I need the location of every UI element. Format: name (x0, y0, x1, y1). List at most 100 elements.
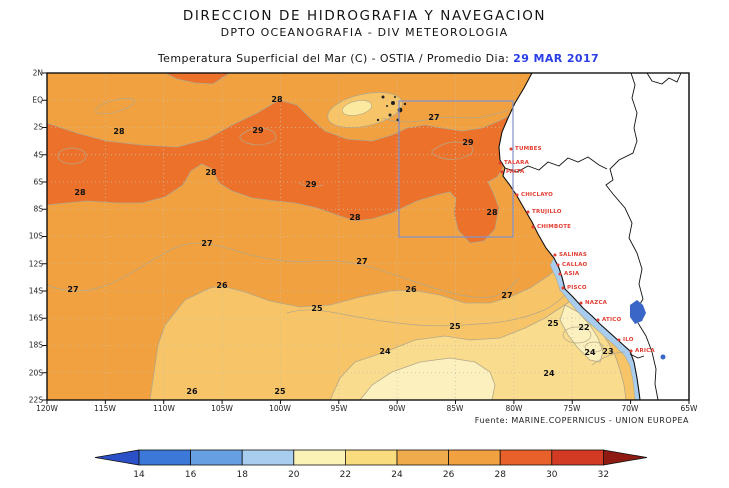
dept-title: DPTO OCEANOGRAFIA - DIV METEOROLOGIA (220, 26, 509, 39)
city-marker (531, 225, 535, 229)
lon-axis-label: 115W (94, 404, 116, 413)
lat-axis-label: 20S (28, 368, 43, 378)
contour-label: 22 (578, 323, 590, 332)
contour-27-north (381, 109, 510, 123)
lat-axis-label: 12S (28, 259, 43, 269)
city-marker (629, 349, 633, 353)
contour-27-south (46, 242, 520, 298)
city-marker (500, 170, 504, 174)
city-marker (526, 210, 530, 214)
contour-label: 29 (252, 126, 264, 135)
contour-label: 23 (602, 347, 614, 356)
city-label: ILO (623, 337, 634, 343)
contour-lines (46, 97, 626, 366)
contour-23-line (591, 351, 626, 366)
lon-axis-label: 75W (563, 404, 581, 413)
lat-axis-label: 14S (28, 286, 43, 296)
city-label: TRUJILLO (532, 209, 562, 215)
city-label: CHIMBOTE (537, 224, 572, 230)
contour-ring-se-b (584, 341, 604, 353)
contour-29-loop-east (431, 141, 474, 160)
border-bolivia-chile (637, 322, 659, 401)
grid-lines (47, 73, 689, 400)
city-label: CHICLAYO (521, 192, 554, 198)
contour-label: 25 (274, 387, 286, 396)
contour-label: 27 (201, 239, 213, 248)
org-title: DIRECCION DE HIDROGRAFIA Y NAVEGACION (182, 8, 547, 24)
lon-axis-label: 100W (269, 404, 291, 413)
contour-label: 29 (305, 180, 317, 189)
colorbar-right-arrow (603, 449, 648, 466)
contour-label: 28 (271, 95, 283, 104)
lat-axis-label: 8S (33, 204, 43, 214)
map-subtitle: Temperatura Superficial del Mar (C) - OS… (0, 52, 729, 65)
contour-label: 27 (67, 285, 79, 294)
lake-poopo (660, 354, 666, 360)
contour-label: 24 (543, 369, 555, 378)
lat-axis-label: 16S (28, 313, 43, 323)
lon-axis-label: 90W (388, 404, 406, 413)
colorbar-tick: 18 (236, 470, 248, 480)
colorbar-tick: 20 (288, 470, 300, 480)
lat-axis-label: EQ (32, 95, 43, 105)
contour-ring-se-a (562, 326, 592, 344)
city-label: PISCO (567, 285, 587, 291)
colorbar-tick: 22 (340, 470, 351, 480)
contour-loop-west-edge (57, 147, 87, 165)
colorbar-ticks: 14 16 18 20 22 24 26 28 30 32 (133, 470, 609, 480)
lake-titicaca (630, 300, 646, 324)
city-marker (498, 161, 502, 165)
city-label: CALLAO (562, 262, 588, 268)
colorbar-tick: 32 (598, 470, 609, 480)
city-label: NAZCA (585, 300, 608, 306)
contour-29-loop-west (239, 127, 277, 146)
lon-axis-label: 110W (153, 404, 175, 413)
lat-axis-label: 22S (28, 395, 43, 405)
contour-label: 27 (501, 291, 513, 300)
source-credit: Fuente: MARINE.COPERNICUS - UNION EUROPE… (474, 416, 689, 425)
colorbar-tick: 30 (546, 470, 558, 480)
contour-25-line (286, 294, 566, 327)
lat-axis-label: 2S (33, 122, 43, 132)
lat-axis-label: 6S (33, 177, 43, 187)
city-label: SALINAS (559, 252, 587, 258)
map-frame (46, 72, 690, 401)
sst-map (42, 72, 690, 404)
galapagos-cool-core (341, 100, 373, 116)
colorbar-tick: 14 (133, 470, 145, 480)
contour-label: 27 (428, 113, 440, 122)
lon-axis-label: 95W (330, 404, 348, 413)
city-marker (579, 301, 583, 305)
city-marker (558, 272, 562, 276)
colorbar-tick: 26 (443, 470, 455, 480)
city-marker (561, 286, 565, 290)
city-label: TUMBES (515, 146, 542, 152)
fill-20-22-b (559, 304, 604, 363)
fill-20-22-a (359, 357, 496, 401)
contour-27-loop-nw (95, 97, 135, 115)
lat-axis-label: 2N (32, 68, 43, 78)
contour-label: 25 (311, 304, 323, 313)
city-label: ASIA (564, 271, 580, 277)
contour-label: 24 (379, 347, 391, 356)
contour-label: 28 (349, 213, 361, 222)
colorbar-tick: 24 (391, 470, 403, 480)
contour-label: 24 (584, 348, 596, 357)
lon-axis-label: 85W (446, 404, 464, 413)
lon-axis-label: 120W (36, 404, 58, 413)
contour-label: 26 (216, 281, 228, 290)
contour-label: 25 (547, 319, 559, 328)
contour-label: 26 (186, 387, 198, 396)
contour-label: 26 (405, 285, 417, 294)
city-label: ATICO (602, 317, 622, 323)
city-marker (515, 193, 519, 197)
city-label: ARICA (635, 348, 655, 354)
lat-axis-label: 4S (33, 150, 43, 160)
city-marker (556, 263, 560, 267)
lon-axis-label: 65W (680, 404, 698, 413)
colorbar-tick: 28 (494, 470, 506, 480)
contour-29-arc (298, 182, 324, 187)
city-marker (553, 253, 557, 257)
